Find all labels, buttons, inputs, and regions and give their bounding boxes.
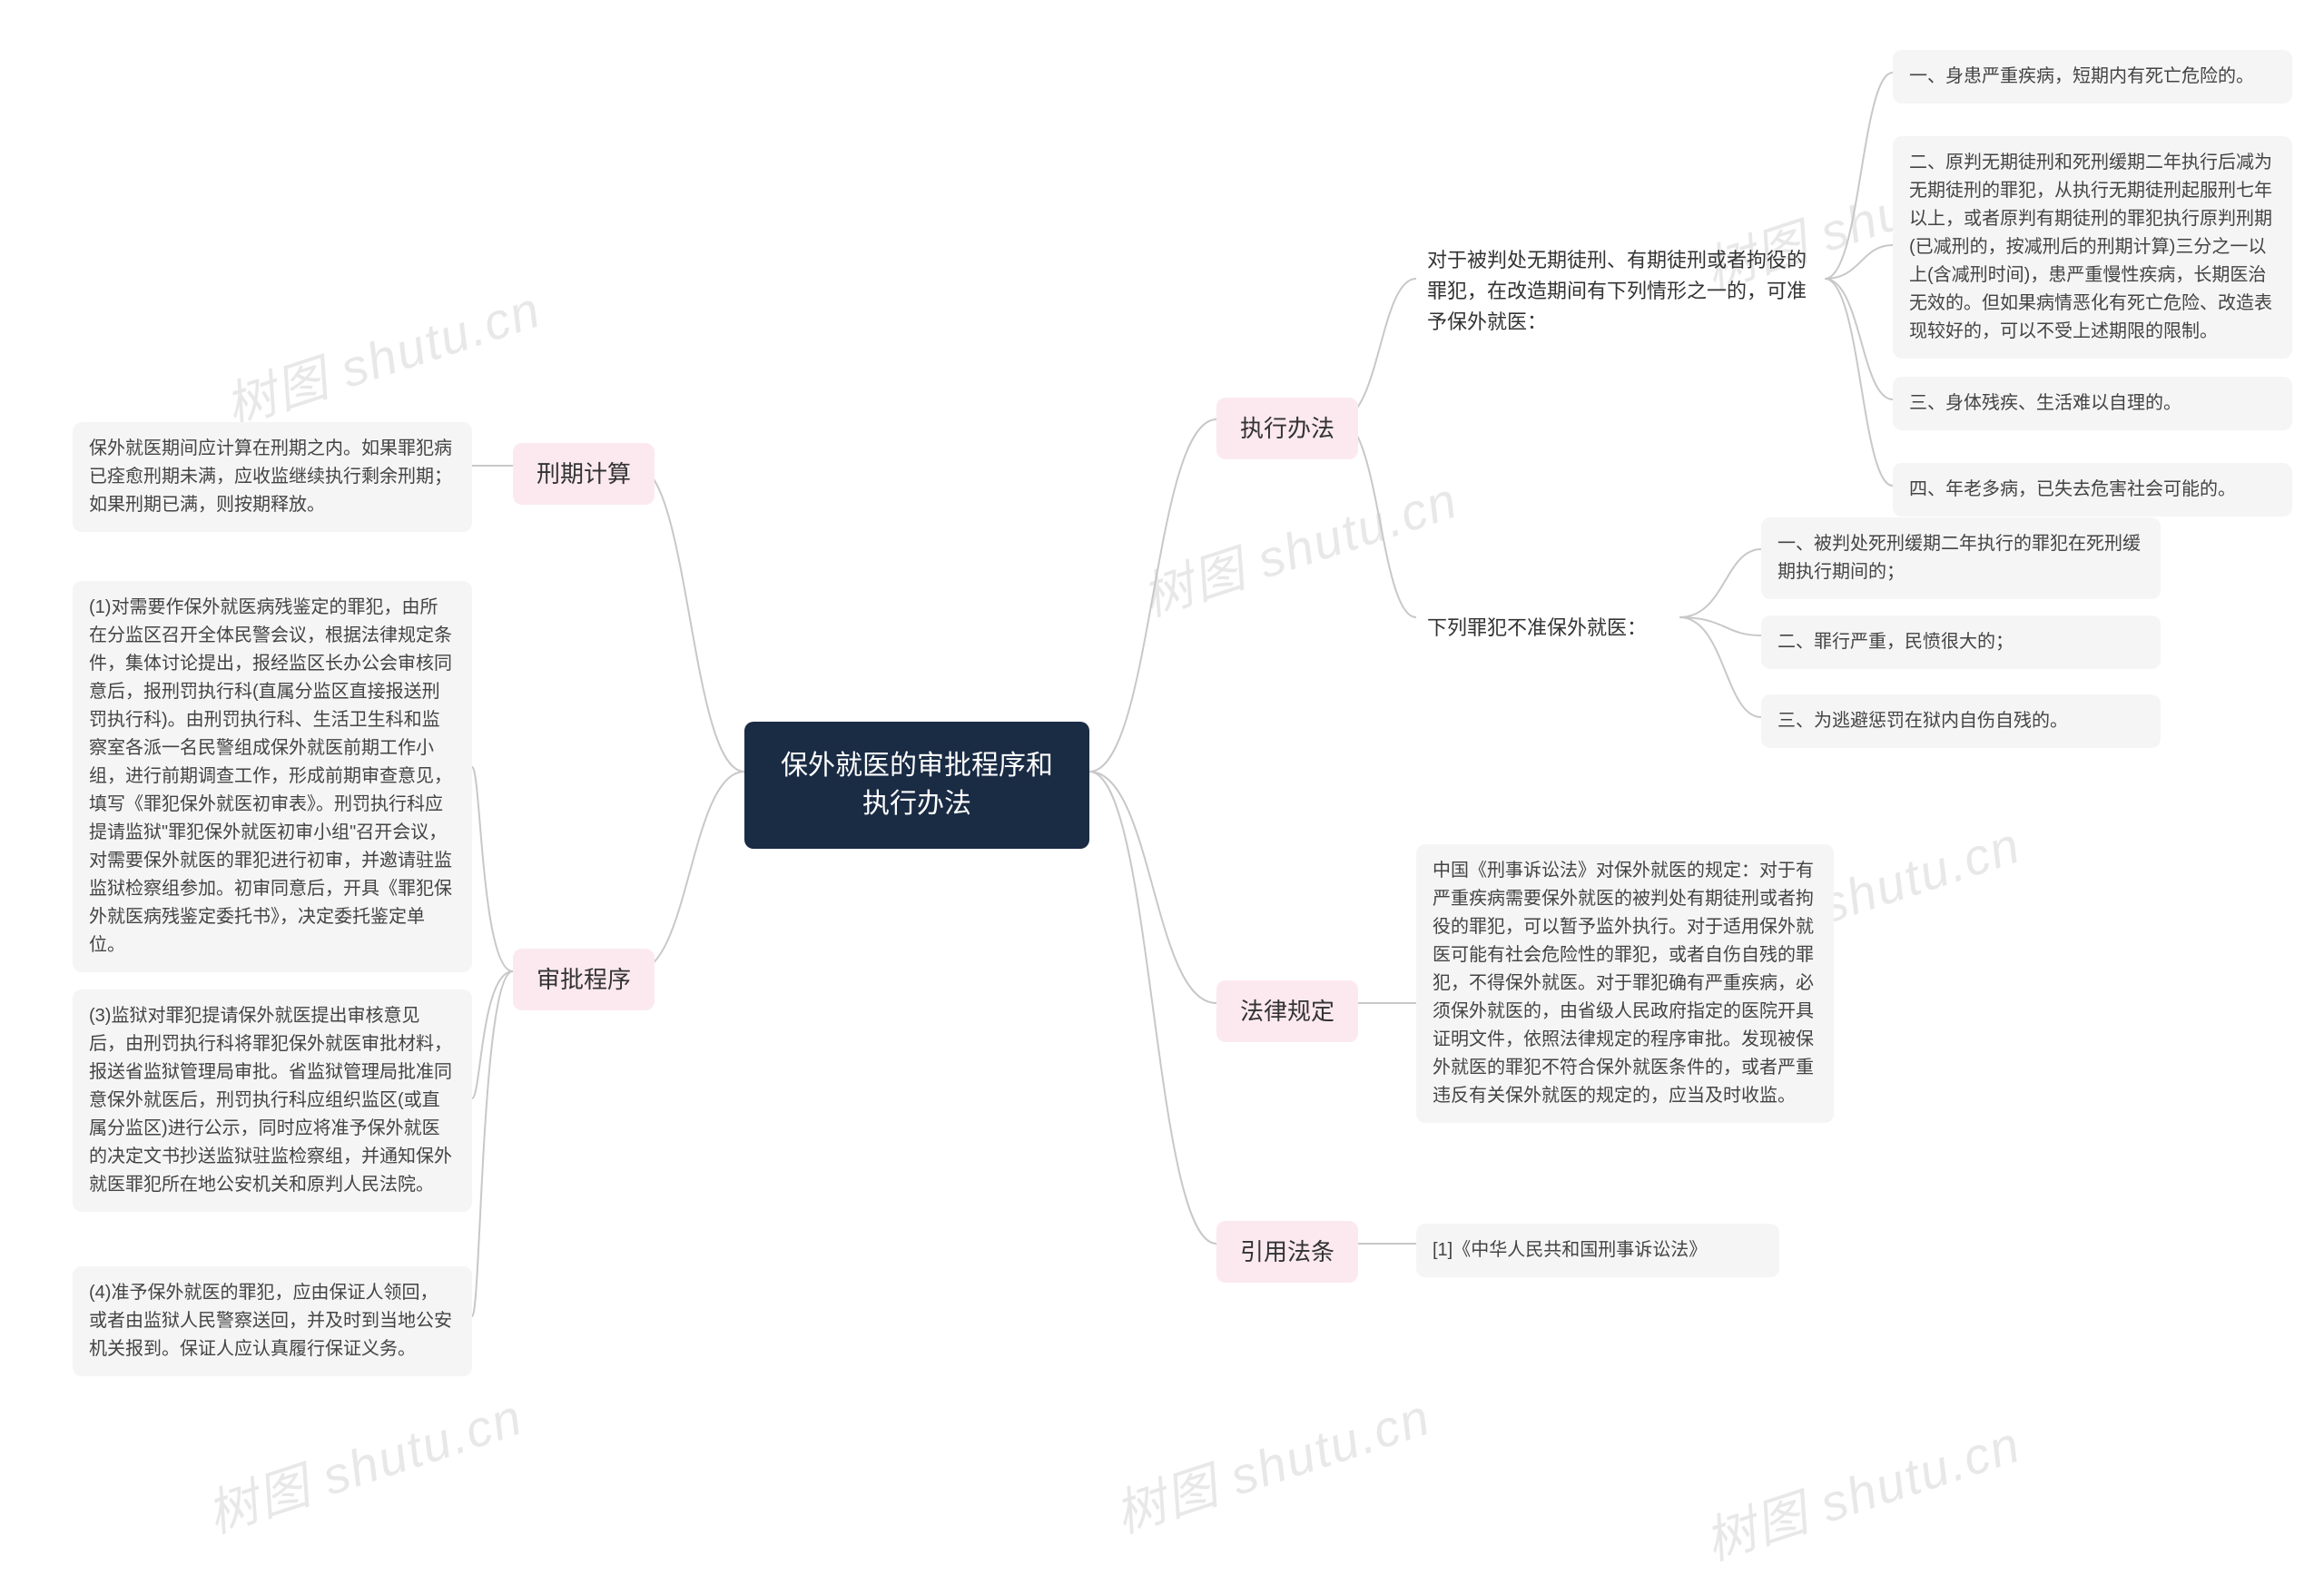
- branch-reference[interactable]: 引用法条: [1216, 1221, 1358, 1283]
- leaf-approval-1: (1)对需要作保外就医病残鉴定的罪犯，由所在分监区召开全体民警会议，根据法律规定…: [73, 581, 472, 972]
- leaf-reference: [1]《中华人民共和国刑事诉讼法》: [1416, 1224, 1779, 1277]
- leaf-exec-deny-3: 三、为逃避惩罚在狱内自伤自残的。: [1761, 694, 2161, 748]
- leaf-exec-allow-1: 一、身患严重疾病，短期内有死亡危险的。: [1893, 50, 2292, 103]
- leaf-approval-3: (3)监狱对罪犯提请保外就医提出审核意见后，由刑罚执行科将罪犯保外就医审批材料，…: [73, 989, 472, 1212]
- sub-exec-deny: 下列罪犯不准保外就医：: [1416, 604, 1679, 653]
- leaf-exec-deny-2: 二、罪行严重，民愤很大的；: [1761, 615, 2161, 669]
- branch-approval-procedure[interactable]: 审批程序: [513, 949, 655, 1010]
- leaf-exec-allow-3: 三、身体残疾、生活难以自理的。: [1893, 377, 2292, 430]
- sub-exec-allow: 对于被判处无期徒刑、有期徒刑或者拘役的罪犯，在改造期间有下列情形之一的，可准予保…: [1416, 236, 1825, 347]
- branch-sentence-calc[interactable]: 刑期计算: [513, 443, 655, 505]
- leaf-approval-4: (4)准予保外就医的罪犯，应由保证人领回，或者由监狱人民警察送回，并及时到当地公…: [73, 1266, 472, 1376]
- leaf-exec-allow-2: 二、原判无期徒刑和死刑缓期二年执行后减为无期徒刑的罪犯，从执行无期徒刑起服刑七年…: [1893, 136, 2292, 359]
- branch-legal-provisions[interactable]: 法律规定: [1216, 980, 1358, 1042]
- root-node[interactable]: 保外就医的审批程序和执行办法: [744, 722, 1089, 849]
- leaf-exec-allow-4: 四、年老多病，已失去危害社会可能的。: [1893, 463, 2292, 517]
- branch-execution-method[interactable]: 执行办法: [1216, 398, 1358, 459]
- mindmap-container: 保外就医的审批程序和执行办法 刑期计算 保外就医期间应计算在刑期之内。如果罪犯病…: [0, 0, 2324, 1541]
- leaf-legal: 中国《刑事诉讼法》对保外就医的规定：对于有严重疾病需要保外就医的被判处有期徒刑或…: [1416, 844, 1834, 1123]
- leaf-exec-deny-1: 一、被判处死刑缓期二年执行的罪犯在死刑缓期执行期间的；: [1761, 517, 2161, 599]
- leaf-sentence-calc-desc: 保外就医期间应计算在刑期之内。如果罪犯病已痊愈刑期未满，应收监继续执行剩余刑期；…: [73, 422, 472, 532]
